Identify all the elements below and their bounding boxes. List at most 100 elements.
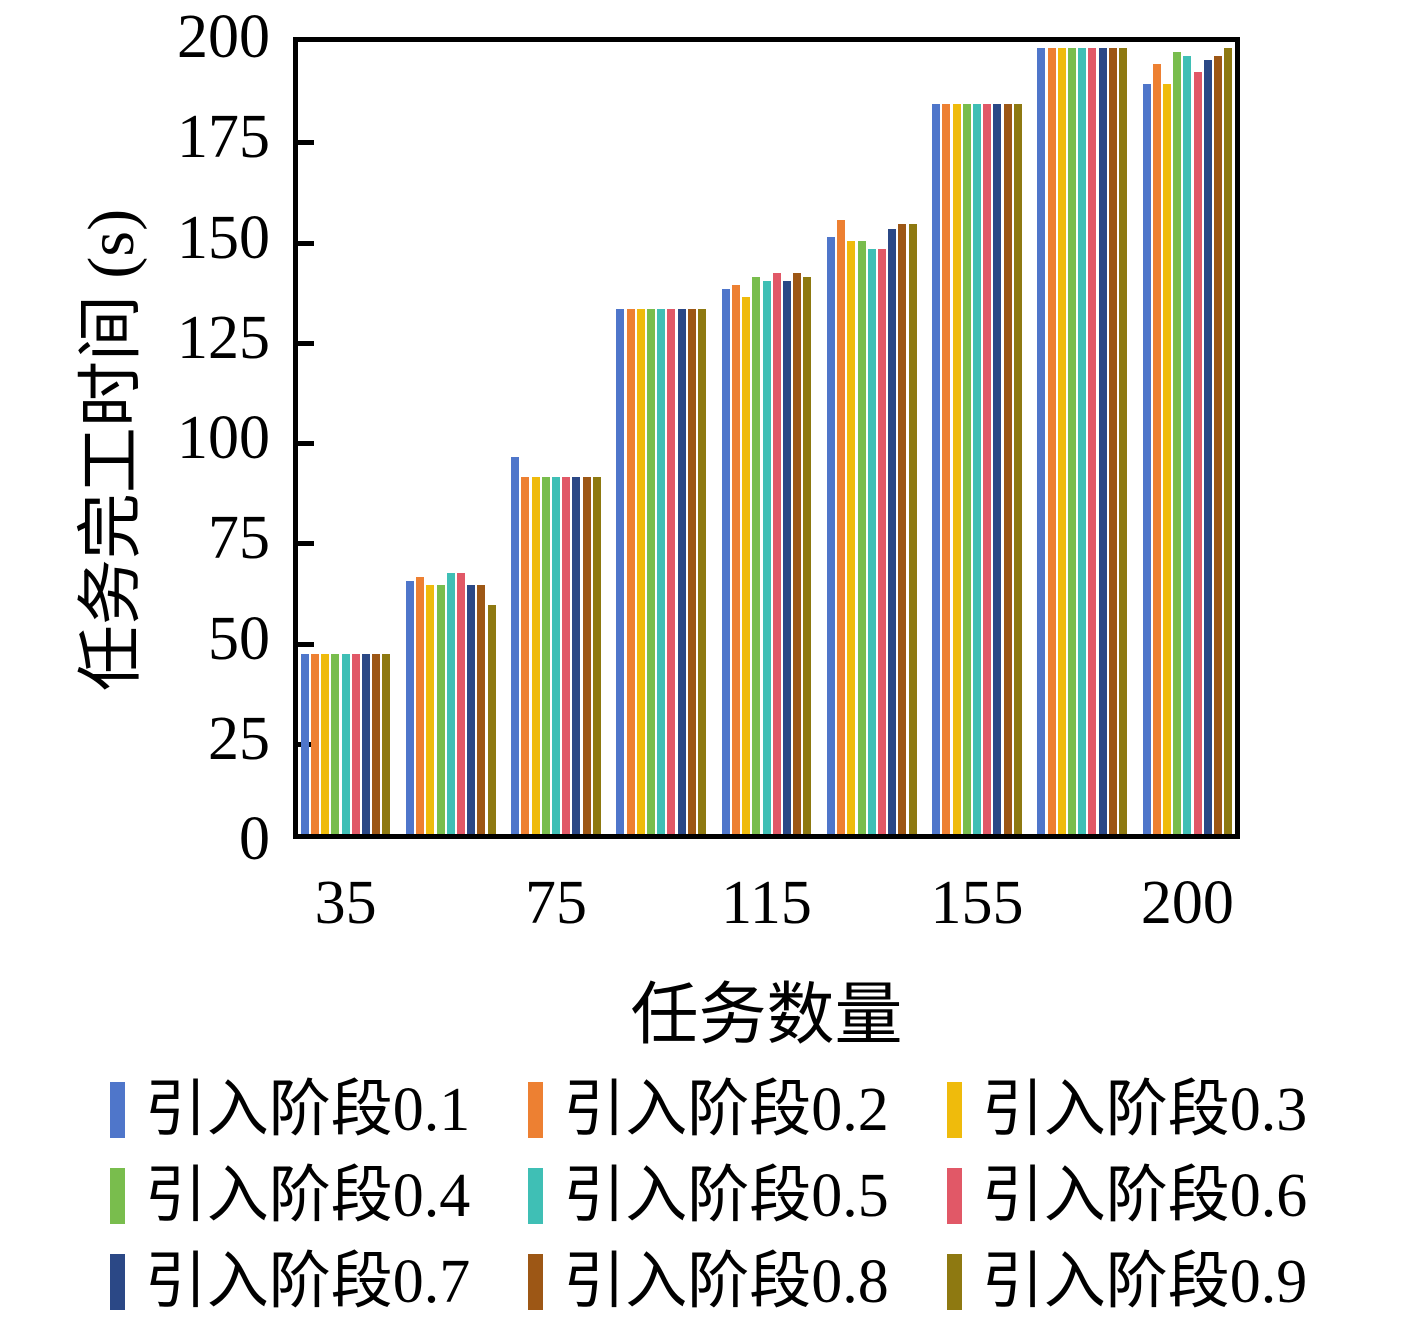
y-tick-label: 175 xyxy=(177,103,270,172)
bar-引入阶段0.7-group7 xyxy=(993,104,1002,834)
bar-引入阶段0.7-group9 xyxy=(1203,60,1212,834)
legend-label: 引入阶段0.4 xyxy=(144,1162,471,1230)
bar-引入阶段0.8-group9 xyxy=(1213,56,1222,834)
bar-引入阶段0.7-group3 xyxy=(572,477,581,834)
bar-引入阶段0.6-group9 xyxy=(1193,72,1202,834)
legend-item-引入阶段0.1: 引入阶段0.1 xyxy=(109,1072,471,1148)
y-tick-label: 100 xyxy=(177,404,270,472)
bar-引入阶段0.2-group3 xyxy=(521,477,530,834)
bar-引入阶段0.9-group7 xyxy=(1013,104,1022,834)
x-axis-label: 任务数量 xyxy=(630,977,903,1053)
y-tick-mark xyxy=(298,240,314,246)
bar-引入阶段0.4-group7 xyxy=(962,104,971,834)
bar-引入阶段0.8-group7 xyxy=(1003,104,1012,834)
bar-引入阶段0.4-group1 xyxy=(331,653,340,834)
bar-引入阶段0.1-group2 xyxy=(406,581,415,834)
legend-row: 引入阶段0.7 引入阶段0.8 引入阶段0.9 xyxy=(109,1244,1308,1320)
legend-swatch-icon xyxy=(109,1254,125,1310)
bar-引入阶段0.8-group4 xyxy=(687,308,696,834)
bar-引入阶段0.1-group8 xyxy=(1037,48,1046,834)
bar-引入阶段0.4-group2 xyxy=(436,585,445,834)
legend-item-引入阶段0.4: 引入阶段0.4 xyxy=(109,1158,471,1234)
bar-引入阶段0.4-group5 xyxy=(752,276,761,834)
legend-swatch-icon xyxy=(528,1168,544,1224)
bar-引入阶段0.4-group8 xyxy=(1067,48,1076,834)
bar-引入阶段0.3-group6 xyxy=(847,240,856,834)
legend-swatch-icon xyxy=(109,1168,125,1224)
y-tick-mark xyxy=(298,441,314,446)
bar-引入阶段0.3-group7 xyxy=(952,104,961,834)
y-tick-label: 50 xyxy=(208,604,270,673)
bar-引入阶段0.6-group4 xyxy=(667,308,676,834)
bar-引入阶段0.9-group8 xyxy=(1118,48,1127,834)
bar-引入阶段0.7-group6 xyxy=(888,228,897,834)
bar-引入阶段0.2-group8 xyxy=(1047,48,1056,834)
bar-引入阶段0.8-group1 xyxy=(372,653,381,834)
bar-引入阶段0.3-group8 xyxy=(1057,48,1066,834)
bar-引入阶段0.2-group6 xyxy=(837,220,846,834)
bar-引入阶段0.9-group6 xyxy=(908,224,917,834)
bar-引入阶段0.3-group3 xyxy=(531,477,540,834)
legend-item-引入阶段0.6: 引入阶段0.6 xyxy=(946,1158,1308,1234)
bar-引入阶段0.5-group4 xyxy=(657,308,666,834)
x-tick-label: 75 xyxy=(525,869,588,937)
legend-row: 引入阶段0.1 引入阶段0.2 引入阶段0.3 xyxy=(109,1072,1307,1148)
legend-label: 引入阶段0.5 xyxy=(563,1162,889,1230)
bar-引入阶段0.1-group5 xyxy=(721,288,730,834)
bar-引入阶段0.5-group1 xyxy=(341,653,350,834)
plot-area xyxy=(293,37,1240,839)
bar-引入阶段0.2-group5 xyxy=(731,284,740,834)
bar-引入阶段0.8-group3 xyxy=(582,477,591,834)
bar-引入阶段0.7-group1 xyxy=(362,653,370,834)
x-tick-label: 35 xyxy=(314,869,377,937)
y-tick-label: 75 xyxy=(208,504,270,573)
legend-item-引入阶段0.7: 引入阶段0.7 xyxy=(109,1244,470,1320)
legend-swatch-icon xyxy=(109,1082,125,1138)
legend-label: 引入阶段0.9 xyxy=(981,1248,1308,1316)
bar-引入阶段0.8-group5 xyxy=(793,272,802,834)
bar-引入阶段0.2-group4 xyxy=(626,308,635,834)
legend-swatch-icon xyxy=(528,1254,544,1310)
legend-swatch-icon xyxy=(946,1168,962,1224)
bar-引入阶段0.5-group3 xyxy=(552,477,561,834)
bar-引入阶段0.8-group2 xyxy=(477,585,486,834)
x-tick-label: 115 xyxy=(721,869,812,937)
legend-swatch-icon xyxy=(946,1082,962,1138)
bar-引入阶段0.6-group1 xyxy=(351,653,360,834)
legend-item-引入阶段0.9: 引入阶段0.9 xyxy=(946,1244,1308,1320)
bar-引入阶段0.2-group9 xyxy=(1152,64,1161,834)
bar-引入阶段0.1-group1 xyxy=(300,653,309,834)
y-tick-mark xyxy=(298,541,314,547)
bar-引入阶段0.8-group6 xyxy=(898,224,907,834)
y-tick-label: 200 xyxy=(177,3,270,71)
bar-引入阶段0.6-group2 xyxy=(457,573,466,834)
bar-引入阶段0.4-group4 xyxy=(647,308,656,834)
legend-swatch-icon xyxy=(946,1254,962,1310)
bar-引入阶段0.5-group8 xyxy=(1078,48,1087,834)
x-tick-label: 155 xyxy=(930,869,1024,937)
legend-label: 引入阶段0.1 xyxy=(144,1076,471,1144)
bar-引入阶段0.9-group5 xyxy=(803,276,812,834)
bar-引入阶段0.9-group9 xyxy=(1224,48,1233,834)
legend-item-引入阶段0.8: 引入阶段0.8 xyxy=(528,1244,889,1320)
legend-label: 引入阶段0.8 xyxy=(563,1248,889,1316)
bar-引入阶段0.1-group3 xyxy=(511,457,520,834)
bar-引入阶段0.5-group5 xyxy=(762,280,771,834)
legend-label: 引入阶段0.6 xyxy=(981,1162,1308,1230)
legend-item-引入阶段0.2: 引入阶段0.2 xyxy=(528,1072,889,1148)
bar-引入阶段0.1-group6 xyxy=(826,236,835,834)
legend-item-引入阶段0.5: 引入阶段0.5 xyxy=(528,1158,889,1234)
bar-引入阶段0.3-group9 xyxy=(1162,84,1171,834)
bar-引入阶段0.6-group3 xyxy=(562,477,571,834)
bar-引入阶段0.1-group9 xyxy=(1142,84,1151,834)
bar-引入阶段0.7-group8 xyxy=(1098,48,1107,834)
y-tick-mark xyxy=(298,641,314,647)
bar-引入阶段0.9-group2 xyxy=(487,605,496,834)
bar-引入阶段0.8-group8 xyxy=(1108,48,1117,834)
bar-引入阶段0.4-group3 xyxy=(541,477,550,834)
y-tick-mark xyxy=(298,140,314,146)
bar-引入阶段0.5-group7 xyxy=(972,104,981,834)
legend-item-引入阶段0.3: 引入阶段0.3 xyxy=(946,1072,1307,1148)
bar-引入阶段0.7-group4 xyxy=(677,308,686,834)
